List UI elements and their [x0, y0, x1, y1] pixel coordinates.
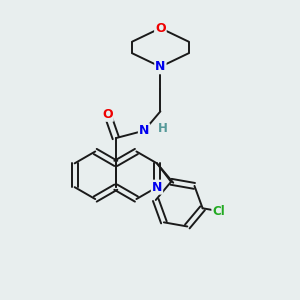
Text: N: N — [155, 60, 166, 73]
Text: N: N — [139, 124, 149, 137]
Text: Cl: Cl — [212, 205, 225, 218]
Text: O: O — [155, 22, 166, 34]
Text: O: O — [102, 108, 113, 121]
Text: N: N — [152, 181, 162, 194]
Text: H: H — [158, 122, 167, 135]
